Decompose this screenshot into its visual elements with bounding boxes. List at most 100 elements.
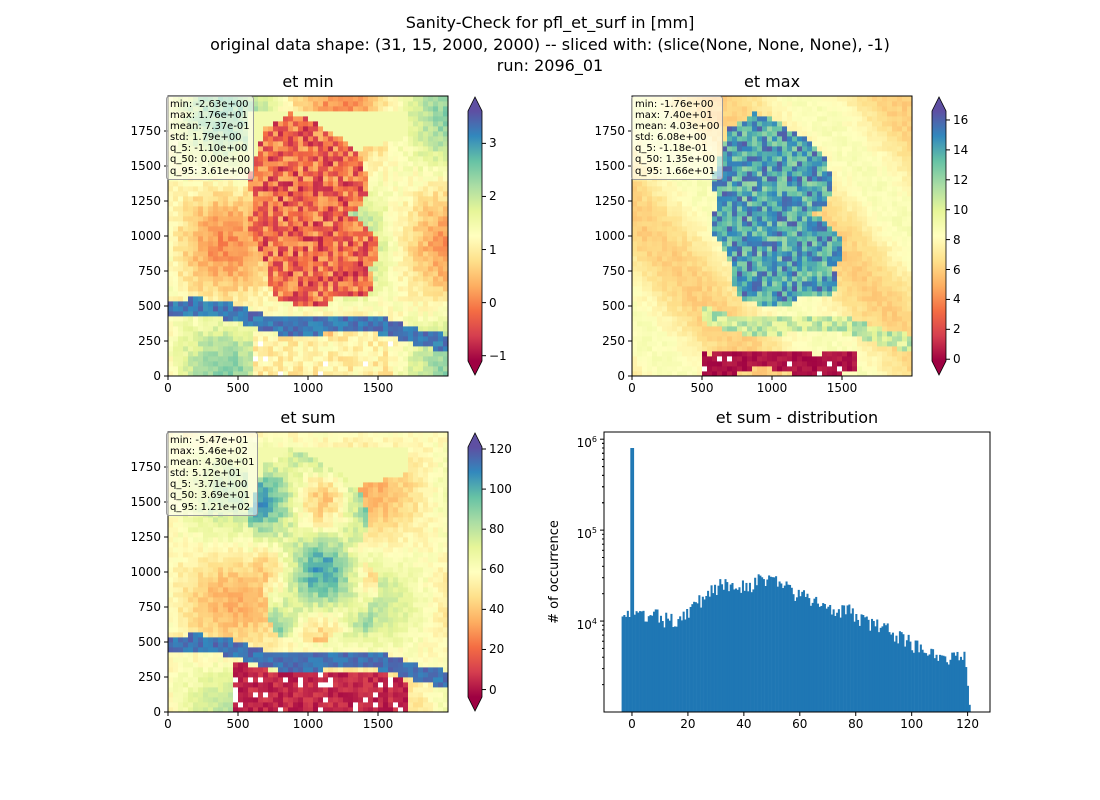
heatmap-cell: [667, 221, 673, 227]
heatmap-cell: [747, 331, 753, 337]
heatmap-cell: [338, 216, 344, 222]
heatmap-cell: [393, 271, 399, 277]
heatmap-cell: [727, 306, 733, 312]
heatmap-cell: [303, 161, 309, 167]
heatmap-cell: [183, 346, 189, 352]
heatmap-cell: [268, 271, 274, 277]
heatmap-cell: [777, 101, 783, 107]
heatmap-cell: [193, 366, 199, 372]
heatmap-cell: [238, 331, 244, 337]
heatmap-cell: [363, 211, 369, 217]
heatmap-cell: [418, 166, 424, 172]
heatmap-cell: [772, 306, 778, 312]
heatmap-cell: [762, 346, 768, 352]
heatmap-cell: [777, 206, 783, 212]
heatmap-cell: [762, 121, 768, 127]
heatmap-cell: [682, 371, 688, 377]
heatmap-cell: [697, 231, 703, 237]
heatmap-cell: [752, 141, 758, 147]
heatmap-cell: [697, 371, 703, 377]
heatmap-cell: [403, 206, 409, 212]
heatmap-cell: [208, 216, 214, 222]
heatmap-cell: [168, 311, 174, 317]
heatmap-cell: [712, 261, 718, 267]
heatmap-cell: [373, 206, 379, 212]
heatmap-cell: [652, 261, 658, 267]
heatmap-cell: [173, 316, 179, 322]
heatmap-cell: [318, 291, 324, 297]
heatmap-cell: [333, 161, 339, 167]
heatmap-cell: [413, 186, 419, 192]
heatmap-cell: [178, 206, 184, 212]
heatmap-cell: [323, 226, 329, 232]
heatmap-cell: [348, 166, 354, 172]
heatmap-cell: [258, 221, 264, 227]
heatmap-cell: [672, 271, 678, 277]
heatmap-cell: [298, 151, 304, 157]
heatmap-cell: [198, 236, 204, 242]
heatmap-cell: [428, 361, 434, 367]
heatmap-cell: [388, 236, 394, 242]
heatmap-cell: [742, 256, 748, 262]
heatmap-cell: [333, 271, 339, 277]
heatmap-cell: [757, 221, 763, 227]
heatmap-cell: [293, 331, 299, 337]
heatmap-cell: [233, 226, 239, 232]
heatmap-cell: [742, 346, 748, 352]
heatmap-cell: [318, 266, 324, 272]
heatmap-cell: [792, 291, 798, 297]
heatmap-cell: [757, 206, 763, 212]
heatmap-cell: [707, 291, 713, 297]
heatmap-cell: [238, 366, 244, 372]
heatmap-cell: [343, 126, 349, 132]
heatmap-cell: [343, 276, 349, 282]
heatmap-cell: [757, 141, 763, 147]
heatmap-cell: [328, 331, 334, 337]
heatmap-cell: [333, 171, 339, 177]
heatmap-cell: [637, 226, 643, 232]
heatmap-cell: [767, 351, 773, 357]
heatmap-cell: [288, 131, 294, 137]
heatmap-cell: [338, 256, 344, 262]
heatmap-cell: [178, 201, 184, 207]
heatmap-cell: [732, 326, 738, 332]
heatmap-cell: [408, 171, 414, 177]
heatmap-cell: [258, 181, 264, 187]
heatmap-cell: [428, 216, 434, 222]
heatmap-cell: [632, 251, 638, 257]
heatmap-cell: [702, 326, 708, 332]
heatmap-cell: [353, 156, 359, 162]
heatmap-cell: [737, 256, 743, 262]
heatmap-cell: [308, 361, 314, 367]
heatmap-cell: [762, 106, 768, 112]
heatmap-cell: [328, 321, 334, 327]
heatmap-cell: [667, 226, 673, 232]
heatmap-cell: [378, 291, 384, 297]
heatmap-cell: [283, 176, 289, 182]
heatmap-cell: [722, 266, 728, 272]
heatmap-cell: [203, 281, 209, 287]
heatmap-cell: [283, 301, 289, 307]
heatmap-cell: [712, 326, 718, 332]
heatmap-cell: [662, 261, 668, 267]
heatmap-cell: [368, 291, 374, 297]
heatmap-cell: [228, 206, 234, 212]
heatmap-cell: [423, 286, 429, 292]
heatmap-cell: [388, 281, 394, 287]
heatmap-cell: [168, 316, 174, 322]
heatmap-cell: [343, 321, 349, 327]
heatmap-cell: [363, 186, 369, 192]
heatmap-cell: [408, 121, 414, 127]
heatmap-cell: [657, 191, 663, 197]
heatmap-cell: [732, 146, 738, 152]
heatmap-cell: [188, 351, 194, 357]
heatmap-cell: [732, 246, 738, 252]
heatmap-cell: [203, 311, 209, 317]
heatmap-cell: [348, 211, 354, 217]
heatmap-cell: [273, 351, 279, 357]
heatmap-cell: [677, 301, 683, 307]
heatmap-cell: [243, 181, 249, 187]
heatmap-cell: [298, 121, 304, 127]
heatmap-cell: [398, 116, 404, 122]
heatmap-cell: [248, 266, 254, 272]
